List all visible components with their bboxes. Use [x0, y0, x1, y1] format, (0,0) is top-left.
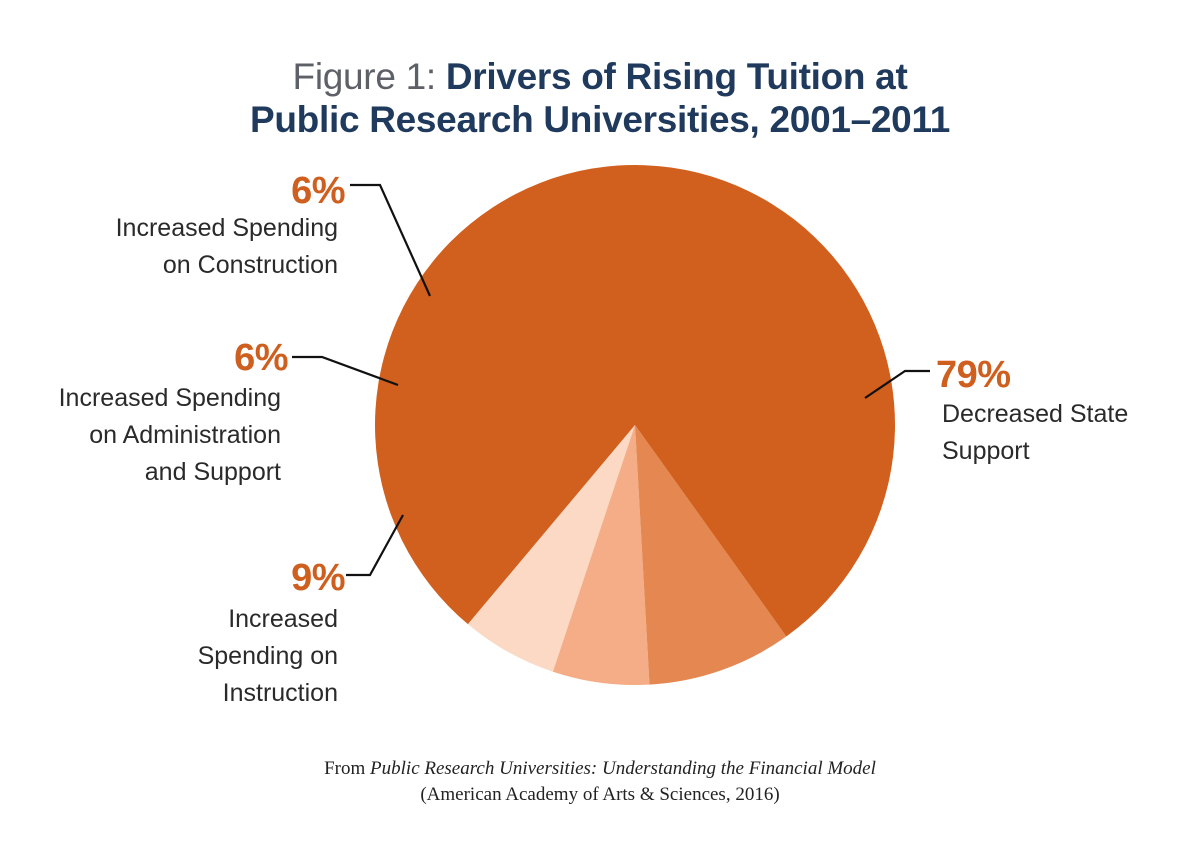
pie-slice-construction	[467, 425, 635, 672]
source-publisher: (American Academy of Arts & Sciences, 20…	[420, 784, 780, 805]
leader-line-administration	[292, 355, 399, 387]
figure-number: Figure 1:	[292, 56, 446, 97]
leader-line-state-support	[864, 369, 930, 399]
source-book-title: Public Research Universities: Understand…	[370, 758, 876, 779]
slice-state-support-label: Decreased State Support	[942, 400, 1129, 465]
source-citation: From Public Research Universities: Under…	[0, 756, 1200, 808]
slice-instruction-label: Increased Spending on Instruction	[197, 605, 338, 707]
chart-title: Drivers of Rising Tuition at	[445, 56, 908, 97]
pie-slice-instruction	[635, 425, 787, 685]
pie-slice-administration	[552, 425, 650, 685]
chart-title-line-2: Public Research Universities, 2001–2011	[250, 99, 950, 140]
slice-administration-percent: 6%	[234, 337, 288, 379]
source-prefix: From	[324, 758, 371, 779]
slice-instruction-percent: 9%	[291, 557, 345, 599]
slice-construction-label: Increased Spending on Construction	[115, 214, 338, 279]
source-line-1: From Public Research Universities: Under…	[0, 756, 1200, 782]
leader-line-construction	[350, 183, 432, 297]
leader-line-instruction	[346, 514, 404, 577]
pie-slice-state-support	[374, 165, 896, 637]
chart-title-line-1: Figure 1: Drivers of Rising Tuition at	[0, 55, 1200, 99]
slice-administration-label: Increased Spending on Administration and…	[58, 384, 281, 486]
slice-state-support-percent: 79%	[936, 354, 1011, 396]
slice-construction-percent: 6%	[291, 170, 345, 212]
